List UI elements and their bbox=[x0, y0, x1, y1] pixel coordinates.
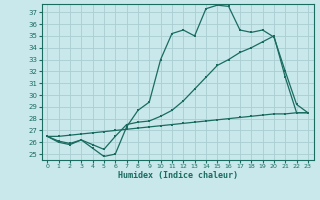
X-axis label: Humidex (Indice chaleur): Humidex (Indice chaleur) bbox=[118, 171, 237, 180]
